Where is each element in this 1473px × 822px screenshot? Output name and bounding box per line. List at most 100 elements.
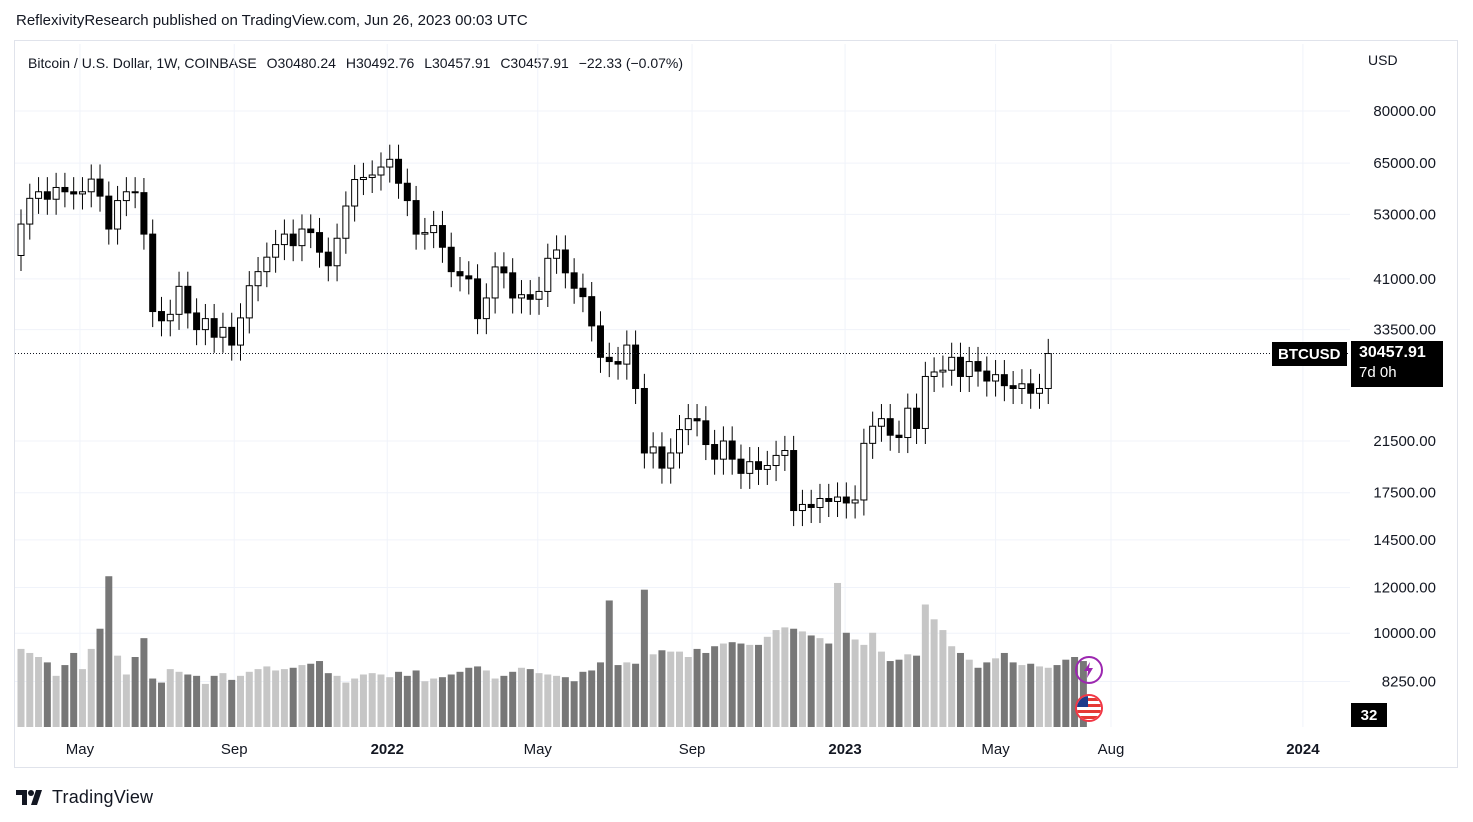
candle-body [377, 166, 385, 176]
candle-body [395, 158, 403, 184]
volume-bar [614, 665, 622, 727]
x-tick-label: Sep [221, 741, 248, 758]
volume-bar [17, 648, 25, 727]
volume-bar [430, 678, 438, 727]
volume-bar [114, 655, 122, 727]
volume-bar [939, 630, 947, 727]
volume-bar [35, 657, 43, 727]
candle-body [1009, 385, 1017, 389]
candle-body [737, 458, 745, 474]
volume-bar [860, 644, 868, 727]
candle-body [895, 434, 903, 439]
candle-body [26, 197, 34, 225]
candle-body [289, 233, 297, 247]
volume-bar [43, 662, 51, 727]
volume-bar [948, 646, 956, 727]
volume-bar [184, 674, 192, 727]
candle-body [781, 450, 789, 456]
candle-body [447, 246, 455, 273]
volume-bar [807, 635, 815, 727]
volume-bar [921, 604, 929, 727]
candle-body [544, 257, 552, 292]
candle-body [421, 232, 429, 235]
candle-body [693, 418, 701, 422]
volume-bar [623, 662, 631, 727]
volume-bar [535, 673, 543, 727]
volume-bar [395, 671, 403, 727]
candle-body [1035, 387, 1043, 394]
us-flag-icon[interactable] [1075, 694, 1103, 722]
volume-bar [605, 600, 613, 727]
volume-bar [904, 654, 912, 727]
volume-bar [658, 650, 666, 727]
y-tick-label: 8250.00 [1382, 674, 1436, 691]
y-tick-label: 53000.00 [1373, 206, 1436, 223]
volume-bar [693, 648, 701, 727]
candle-body [52, 186, 60, 200]
volume-bar [790, 628, 798, 727]
volume-bar [368, 673, 376, 727]
volume-bar [377, 674, 385, 727]
volume-bar [237, 675, 244, 727]
volume-bar [913, 655, 921, 727]
volume-bar [201, 683, 209, 727]
lightning-icon[interactable] [1075, 656, 1103, 684]
x-tick-label: 2022 [371, 741, 404, 758]
high-value: H30492.76 [345, 55, 415, 71]
candle-body [245, 285, 253, 319]
volume-bar [553, 675, 561, 727]
volume-bar [280, 669, 288, 727]
volume-bar [632, 663, 640, 727]
y-tick-label: 65000.00 [1373, 155, 1436, 172]
candle-body [834, 496, 842, 502]
candle-body [491, 266, 499, 299]
candle-body [201, 318, 209, 331]
candle-body [561, 249, 569, 274]
volume-bar [517, 667, 525, 727]
volume-bar [895, 659, 903, 727]
candle-body [456, 271, 464, 277]
candle-body [1018, 383, 1026, 389]
candle-body [175, 285, 183, 315]
volume-bar [131, 657, 139, 727]
candle-body [658, 446, 666, 469]
candle-body [324, 251, 332, 267]
volume-bar [992, 658, 1000, 727]
footer-brand[interactable]: TradingView [52, 786, 154, 807]
volume-bar [596, 662, 604, 727]
volume-bar [842, 632, 850, 727]
candle-body [939, 369, 947, 373]
candle-body [886, 418, 894, 436]
volume-bar [711, 646, 719, 727]
candle-body [359, 176, 367, 181]
x-tick-label: Sep [679, 741, 706, 758]
candle-body [1000, 374, 1008, 387]
footer: TradingView [16, 784, 153, 810]
volume-bar [70, 652, 78, 727]
volume-bar [851, 639, 859, 727]
candle-body [798, 503, 806, 512]
candle-body [228, 326, 236, 346]
symbol-description[interactable]: Bitcoin / U.S. Dollar, 1W, COINBASE [28, 55, 257, 71]
volume-bar [825, 643, 833, 727]
candle-body [500, 266, 508, 274]
volume-bar [61, 665, 69, 727]
volume-bar [26, 652, 34, 727]
candle-body [649, 446, 657, 454]
candle-body [140, 192, 148, 235]
volume-bar [140, 638, 148, 727]
volume-bar [816, 638, 824, 727]
volume-bar [1071, 657, 1079, 727]
currency-label[interactable]: USD [1368, 52, 1398, 68]
candle-body [430, 225, 438, 234]
candle-body [122, 191, 130, 202]
volume-bar [193, 675, 201, 727]
candle-body [684, 418, 692, 431]
volume-bar [1018, 665, 1026, 727]
candle-body [70, 191, 78, 195]
candle-body [17, 223, 25, 257]
candle-body [553, 249, 561, 259]
candle-body [974, 361, 982, 372]
volume-bar [974, 667, 982, 727]
